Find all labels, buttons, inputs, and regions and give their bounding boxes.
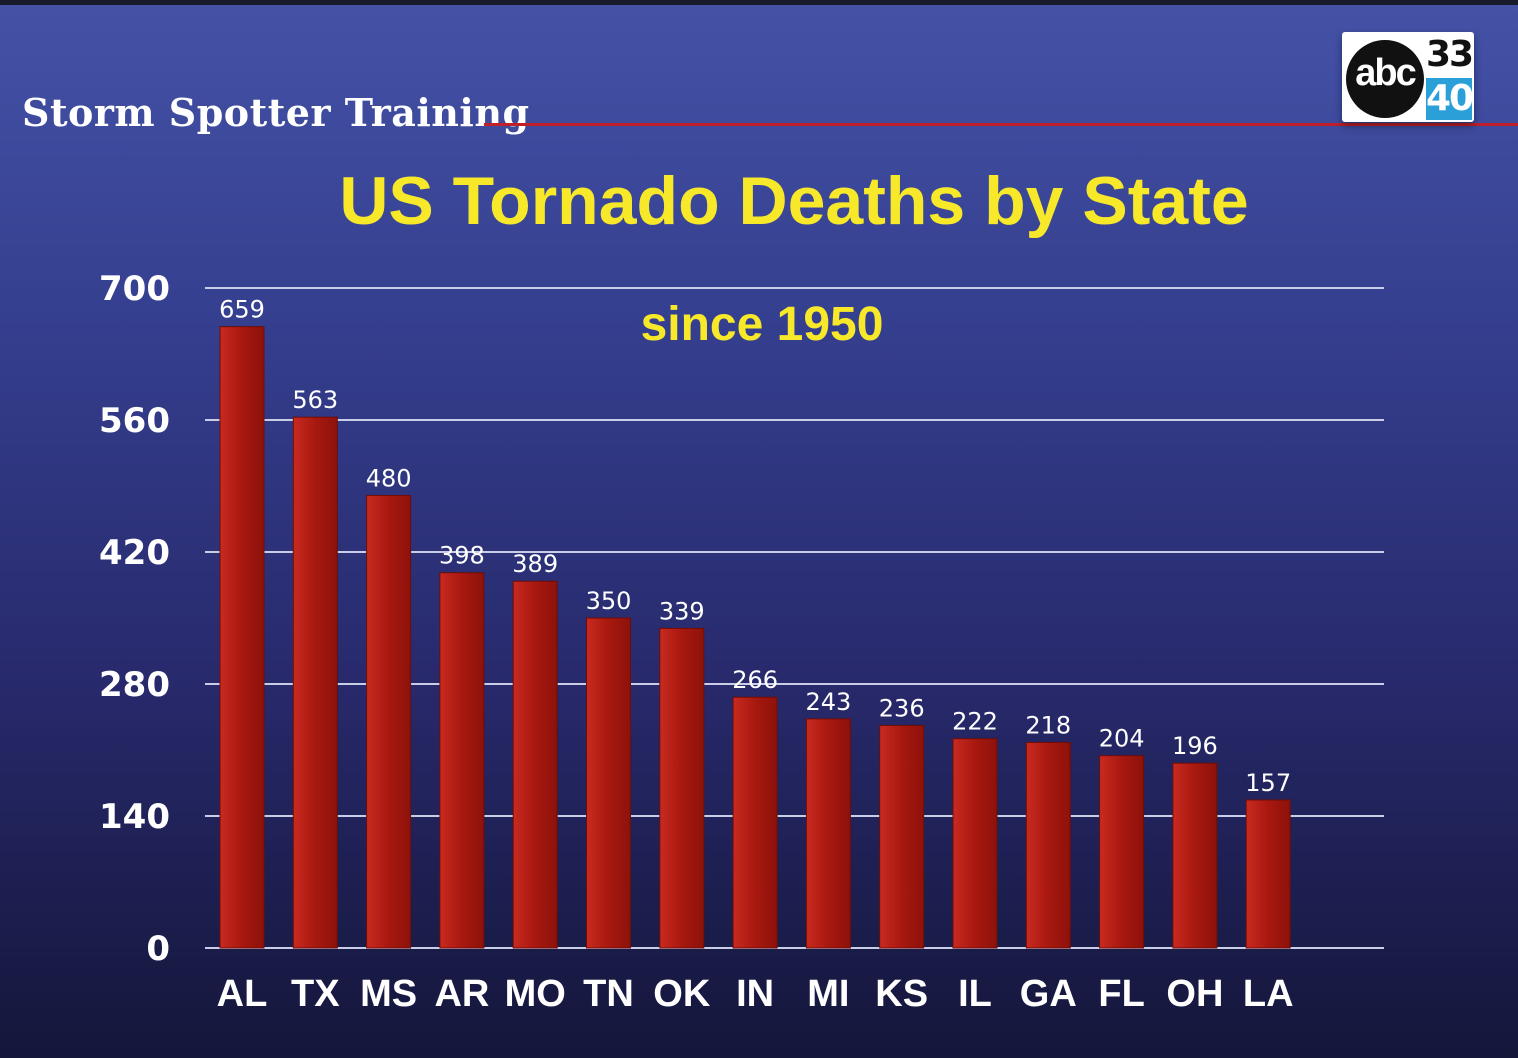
- x-tick-label: IN: [736, 973, 774, 1015]
- x-tick-label: GA: [1020, 973, 1077, 1015]
- value-label: 398: [439, 542, 485, 570]
- y-tick-label: 0: [146, 929, 170, 969]
- chart-subtitle: since 1950: [641, 298, 884, 351]
- y-axis: 0 140 280 420 560 700: [99, 269, 170, 969]
- y-tick-label: 700: [99, 269, 170, 309]
- value-label: 659: [219, 296, 265, 324]
- value-label: 350: [586, 587, 632, 615]
- x-tick-label: IL: [958, 973, 992, 1015]
- value-label: 236: [879, 694, 925, 722]
- x-tick-label: TX: [291, 973, 340, 1015]
- bars: [219, 326, 1291, 949]
- header-rule: [484, 123, 1518, 126]
- bar-in: [732, 696, 778, 949]
- bar-oh: [1172, 762, 1218, 949]
- x-tick-label: TN: [583, 973, 634, 1015]
- x-tick-label: OK: [653, 973, 711, 1015]
- x-tick-label: KS: [875, 973, 928, 1015]
- bar-ar: [439, 572, 485, 949]
- x-tick-label: OH: [1166, 973, 1223, 1015]
- bar-ks: [879, 724, 925, 949]
- value-label: 266: [732, 666, 778, 694]
- value-label: 389: [512, 550, 558, 578]
- value-label: 157: [1245, 769, 1291, 797]
- bar-fl: [1099, 755, 1145, 949]
- y-tick-label: 280: [99, 665, 170, 705]
- header-title: Storm Spotter Training: [22, 90, 530, 135]
- value-label: 243: [805, 688, 851, 716]
- bar-ga: [1025, 741, 1071, 949]
- logo-circle-icon: [1346, 40, 1424, 118]
- bar-al: [219, 326, 265, 949]
- y-tick-label: 560: [99, 401, 170, 441]
- value-labels: 659 563 480 398 389 350 339 266 243 236 222 218 204 1…: [219, 296, 1291, 797]
- bar-tn: [586, 617, 631, 949]
- logo-channel-top: 33: [1426, 34, 1474, 75]
- top-edge: [0, 0, 1518, 5]
- logo-channel-bottom: 40: [1426, 78, 1474, 120]
- bar-mi: [805, 718, 851, 949]
- bar-la: [1245, 799, 1291, 949]
- value-label: 196: [1172, 732, 1218, 760]
- chart-title: US Tornado Deaths by State: [339, 163, 1248, 239]
- x-tick-label: LA: [1243, 973, 1294, 1015]
- logo-brand: abc: [1355, 52, 1416, 94]
- value-label: 218: [1025, 711, 1071, 739]
- bar-ok: [659, 627, 705, 949]
- bar-mo: [512, 580, 558, 949]
- bar-il: [952, 738, 998, 949]
- value-label: 222: [952, 708, 998, 736]
- y-tick-label: 420: [99, 533, 170, 573]
- channel-logo: abc 33 40: [1342, 32, 1474, 122]
- x-tick-label: MS: [360, 973, 417, 1015]
- x-tick-label: MO: [505, 973, 566, 1015]
- value-label: 563: [292, 386, 338, 414]
- bar-ms: [366, 494, 412, 949]
- value-label: 339: [659, 597, 705, 625]
- value-label: 204: [1099, 725, 1145, 753]
- value-label: 480: [366, 464, 412, 492]
- x-tick-label: AR: [434, 973, 489, 1015]
- x-tick-label: MI: [807, 973, 849, 1015]
- bar-tx: [292, 416, 338, 949]
- x-tick-label: AL: [217, 973, 268, 1015]
- y-tick-label: 140: [99, 797, 170, 837]
- x-axis: AL TX MS AR MO TN OK IN MI KS IL GA FL OH LA: [217, 973, 1294, 1015]
- x-tick-label: FL: [1098, 973, 1144, 1015]
